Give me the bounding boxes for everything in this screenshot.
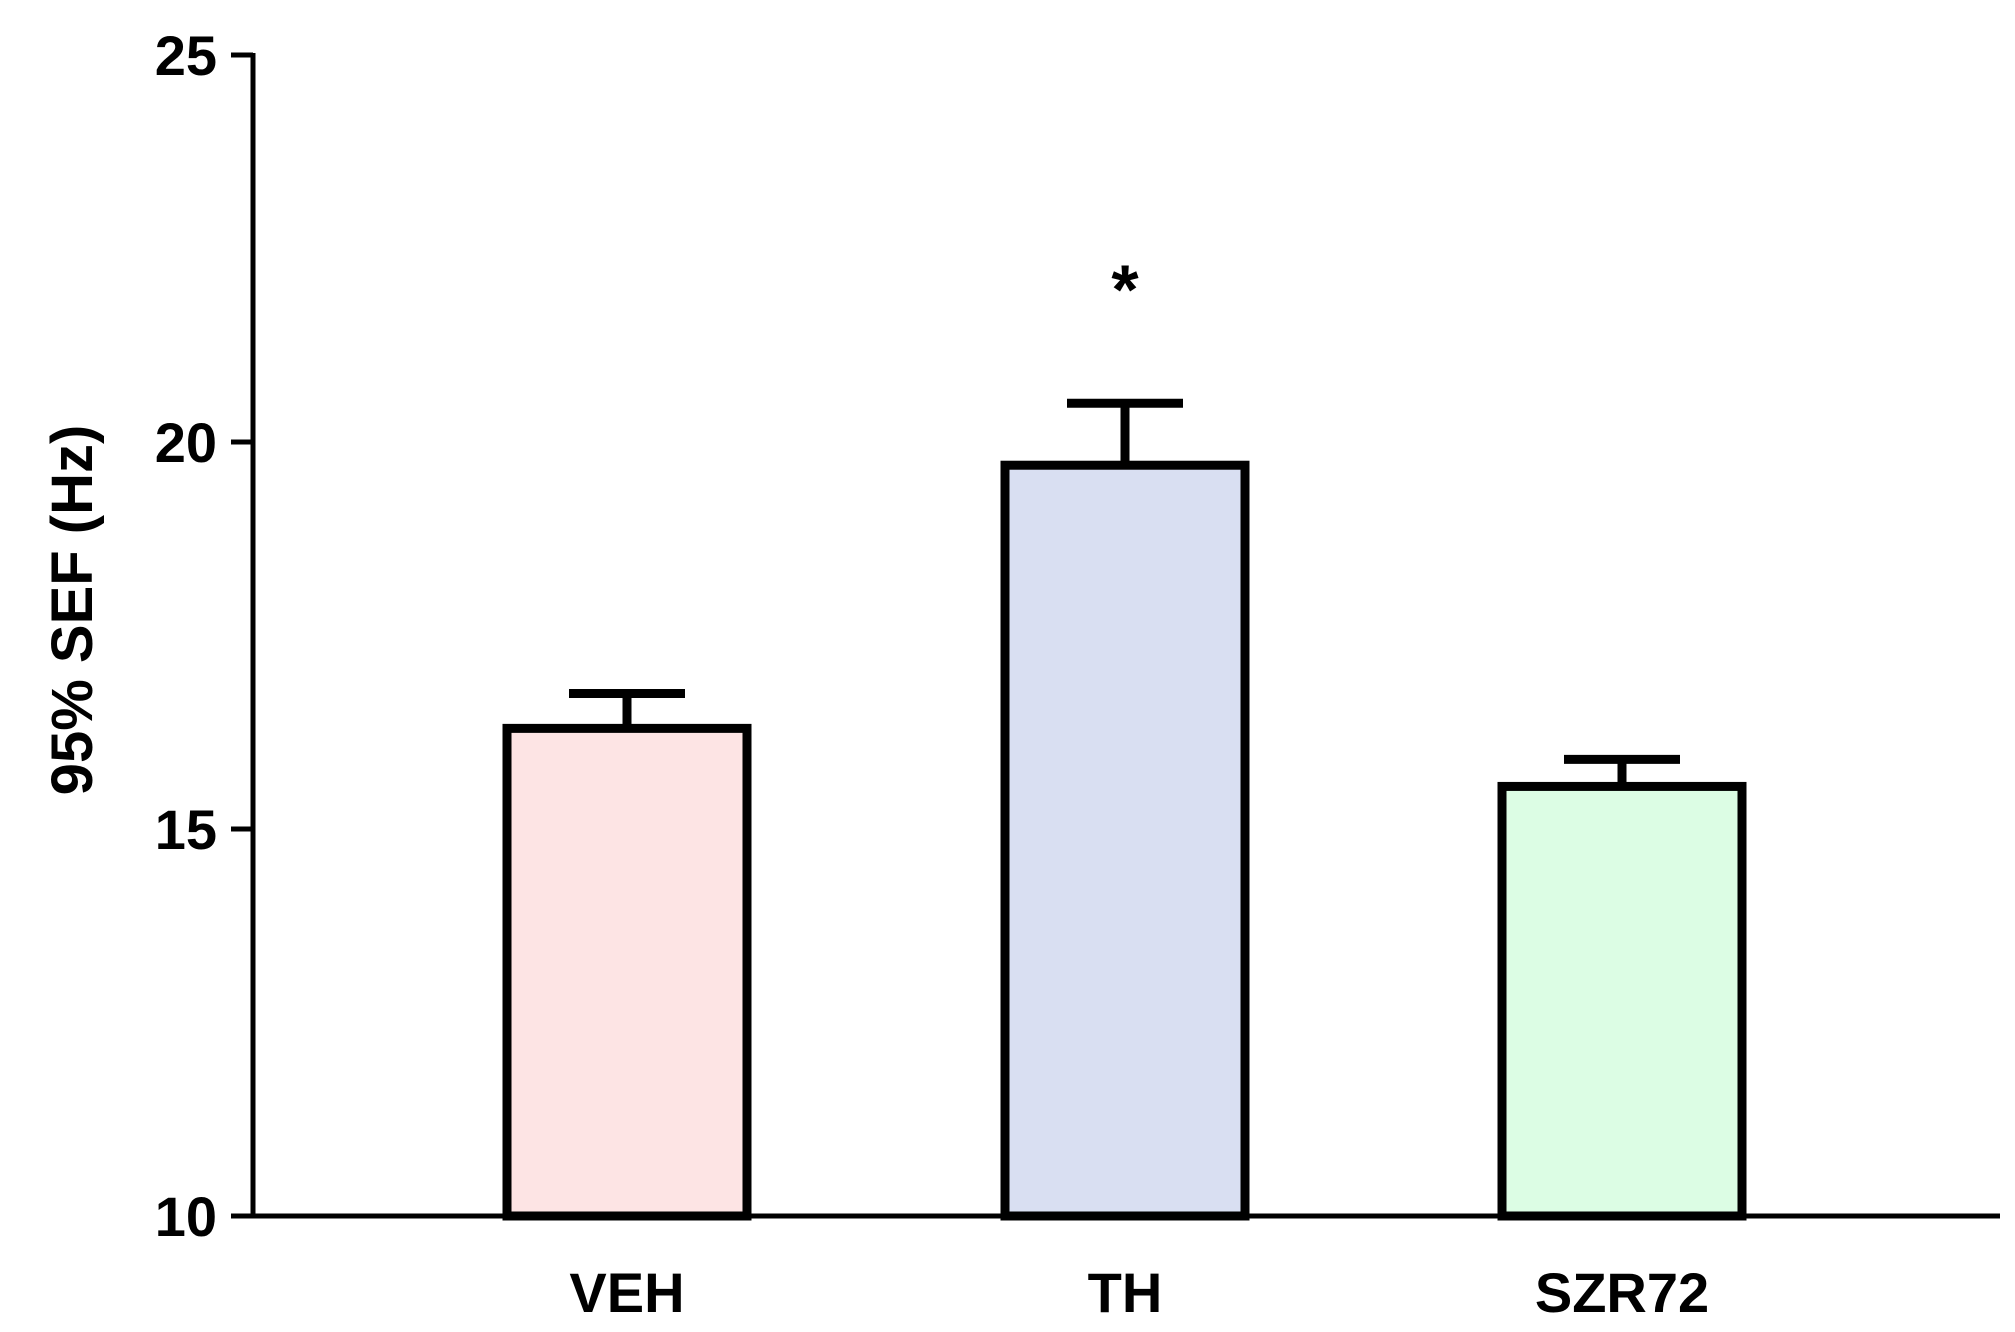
bars: * [502, 250, 1747, 1221]
x-tick-label: TH [1088, 1261, 1163, 1324]
x-tick-label: VEH [569, 1261, 684, 1324]
axes: VEH TH SZR72 10 15 20 25 [155, 24, 2000, 1324]
significance-marker: * [1111, 250, 1139, 328]
bar-veh [502, 723, 752, 1221]
y-tick-label: 20 [155, 411, 217, 474]
y-tick-label: 15 [155, 798, 217, 861]
bar-szr72 [1497, 781, 1747, 1221]
x-tick-label: SZR72 [1535, 1261, 1709, 1324]
bar-th [1000, 460, 1250, 1221]
y-tick-label: 25 [155, 24, 217, 87]
y-tick-label: 10 [155, 1185, 217, 1248]
y-axis-title: 95% SEF (Hz) [40, 425, 105, 796]
